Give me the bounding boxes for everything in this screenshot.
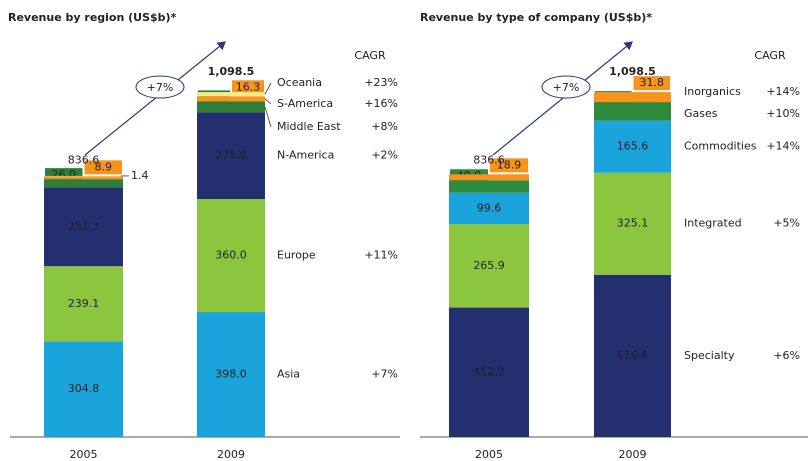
cagr-label: +5% bbox=[773, 217, 800, 230]
value-label: 26.0 bbox=[52, 168, 77, 181]
value-label: 516.6 bbox=[617, 349, 649, 362]
bar-segment bbox=[197, 112, 265, 199]
total-label: 1,098.5 bbox=[208, 65, 255, 78]
legend-label: Asia bbox=[277, 368, 300, 381]
value-label: 165.6 bbox=[617, 140, 649, 153]
bar-segment bbox=[594, 92, 671, 103]
cagr-label: +23% bbox=[364, 76, 398, 89]
cagr-label: +16% bbox=[364, 97, 398, 110]
bar-segment bbox=[44, 179, 123, 188]
bar-segment bbox=[594, 172, 671, 275]
value-label: 275.8 bbox=[215, 149, 247, 162]
cagr-header: CAGR bbox=[354, 49, 386, 62]
value-label: 18.9 bbox=[497, 158, 522, 171]
bar-segment bbox=[197, 198, 265, 313]
label-box bbox=[490, 158, 528, 173]
value-label: 412.2 bbox=[473, 365, 505, 378]
value-label: 360.0 bbox=[215, 249, 247, 262]
legend-label: Middle East bbox=[277, 120, 341, 133]
growth-ellipse bbox=[135, 75, 185, 99]
bar-segment bbox=[44, 176, 123, 180]
value-label: 325.1 bbox=[617, 217, 649, 230]
bar-segment bbox=[44, 187, 123, 267]
value-label: 8.9 bbox=[95, 160, 113, 173]
growth-arrow bbox=[492, 41, 633, 156]
growth-label: +7% bbox=[553, 81, 580, 94]
leader-line bbox=[264, 106, 272, 128]
legend-label: Integrated bbox=[684, 217, 742, 230]
cagr-label: +8% bbox=[371, 120, 398, 133]
x-tick-label: 2005 bbox=[70, 448, 98, 461]
bar-segment bbox=[44, 341, 123, 437]
total-label: 1,098.5 bbox=[609, 65, 656, 78]
legend-label: Commodities bbox=[684, 140, 757, 153]
label-box bbox=[633, 76, 670, 91]
growth-ellipse bbox=[541, 75, 591, 99]
bar-segment bbox=[197, 96, 265, 102]
value-label: 239.1 bbox=[68, 297, 100, 310]
value-label: 398.0 bbox=[215, 368, 247, 381]
cagr-label: +14% bbox=[766, 85, 800, 98]
legend-label: Oceania bbox=[277, 76, 322, 89]
total-label: 836.6 bbox=[68, 153, 100, 166]
label-box bbox=[232, 80, 264, 95]
x-tick-label: 2009 bbox=[217, 448, 245, 461]
bar-segment bbox=[594, 102, 671, 121]
cagr-label: +10% bbox=[766, 107, 800, 120]
x-tick-label: 2009 bbox=[619, 448, 647, 461]
bar-segment bbox=[449, 192, 529, 225]
cagr-label: +7% bbox=[371, 368, 398, 381]
growth-arrow bbox=[84, 41, 226, 156]
legend-label: Gases bbox=[684, 107, 718, 120]
total-label: 836.6 bbox=[473, 153, 505, 166]
value-label: 304.8 bbox=[68, 382, 100, 395]
bar-segment bbox=[449, 174, 529, 181]
leader-line bbox=[264, 82, 272, 95]
bar-segment bbox=[449, 180, 529, 193]
value-label: 31.8 bbox=[640, 76, 665, 89]
chart-title: Revenue by type of company (US$b)* bbox=[420, 11, 652, 24]
value-label: 251.3 bbox=[68, 220, 100, 233]
bar-segment bbox=[44, 175, 123, 177]
bar-segment bbox=[449, 307, 529, 437]
value-label: 16.3 bbox=[236, 80, 261, 93]
value-label: 1.4 bbox=[131, 169, 149, 182]
x-tick-label: 2005 bbox=[475, 448, 503, 461]
bar-segment bbox=[594, 274, 671, 437]
value-label: 265.9 bbox=[473, 259, 505, 272]
legend-label: Inorganics bbox=[684, 85, 741, 98]
label-box bbox=[84, 160, 122, 175]
legend-label: Europe bbox=[277, 249, 316, 262]
value-label: 99.6 bbox=[477, 201, 502, 214]
cagr-label: +2% bbox=[371, 149, 398, 162]
legend-label: Specialty bbox=[684, 349, 735, 362]
legend-label: N-America bbox=[277, 149, 334, 162]
chart-title: Revenue by region (US$b)* bbox=[8, 11, 177, 24]
cagr-header: CAGR bbox=[754, 49, 786, 62]
cagr-label: +14% bbox=[766, 140, 800, 153]
cagr-label: +6% bbox=[773, 349, 800, 362]
growth-label: +7% bbox=[147, 81, 174, 94]
cagr-label: +11% bbox=[364, 249, 398, 262]
bar-segment bbox=[594, 120, 671, 173]
bar-segment bbox=[197, 101, 265, 113]
leader-line bbox=[264, 98, 272, 105]
bar-segment bbox=[197, 92, 265, 97]
bar-segment bbox=[197, 312, 265, 437]
bar-segment bbox=[449, 224, 529, 308]
legend-label: S-America bbox=[277, 97, 333, 110]
bar-segment bbox=[44, 266, 123, 342]
